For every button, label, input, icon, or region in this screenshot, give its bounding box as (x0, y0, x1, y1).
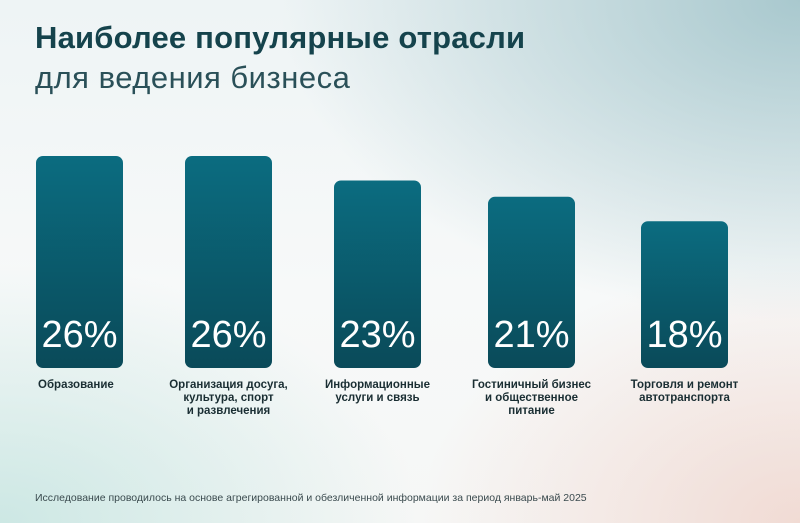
category-label-1: Образование (38, 379, 114, 391)
category-label-3: Информационные услуги и связь (324, 379, 431, 404)
footnote: Исследование проводилось на основе агрег… (35, 492, 587, 504)
bars-group: 26% 26% 23% 21% 18% (36, 156, 728, 368)
bar-value-label-1: 26% (41, 314, 117, 356)
bar-3 (334, 180, 421, 368)
bar-value-label-2: 26% (190, 314, 266, 356)
bar-5 (641, 221, 728, 368)
bar-value-label-3: 23% (339, 314, 415, 356)
chart-subtitle: для ведения бизнеса (35, 60, 351, 95)
bar-2 (185, 156, 272, 368)
bar-4 (488, 196, 575, 368)
bar-value-label-5: 18% (646, 314, 722, 356)
category-label-2: Организация досуга, культура, спорт и ра… (169, 379, 288, 417)
category-label-4: Гостиничный бизнес и общественное питани… (471, 379, 592, 417)
header: Наиболее популярные отрасли для ведения … (35, 18, 525, 98)
category-label-5: Торговля и ремонт автотранспорта (630, 379, 739, 404)
bar-value-label-4: 21% (493, 314, 569, 356)
chart-title: Наиболее популярные отрасли (35, 20, 526, 55)
bar-1 (36, 156, 123, 368)
